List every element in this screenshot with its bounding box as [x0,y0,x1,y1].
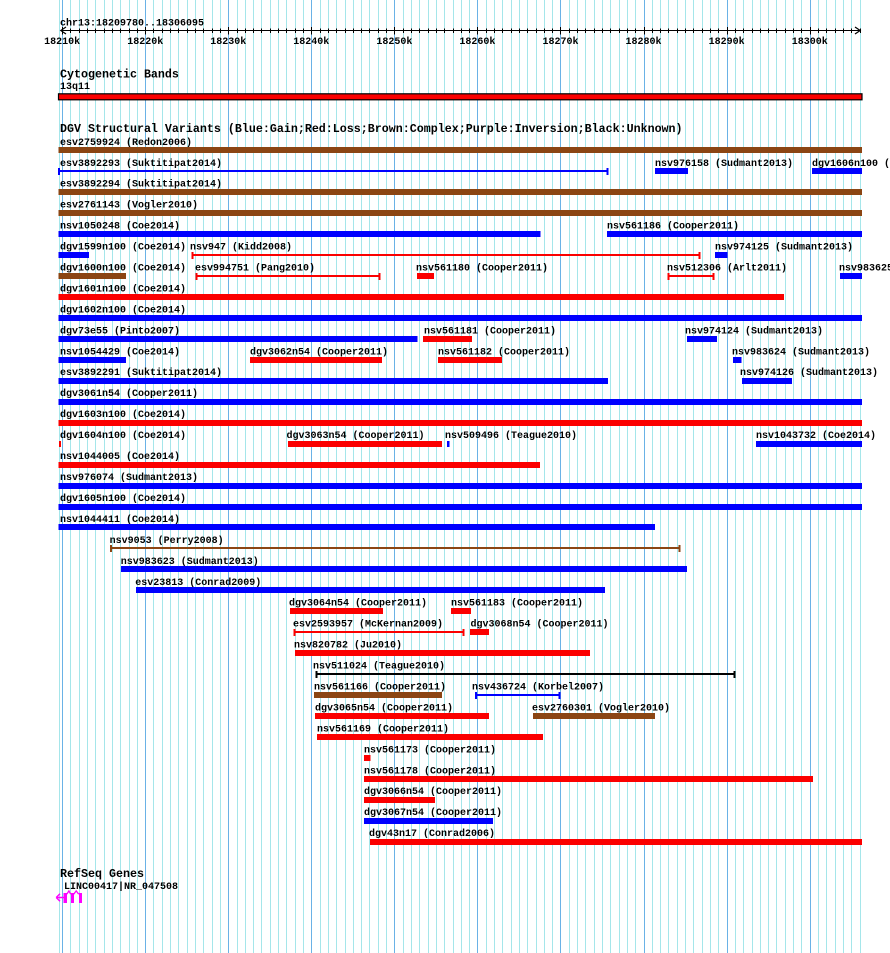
svg-text:esv2593957 (McKernan2009): esv2593957 (McKernan2009) [293,619,443,631]
svg-text:nsv561169 (Cooper2011): nsv561169 (Cooper2011) [317,723,449,735]
svg-text:nsv561186 (Cooper2011): nsv561186 (Cooper2011) [607,221,739,233]
svg-text:nsv561181 (Cooper2011): nsv561181 (Cooper2011) [424,325,556,337]
svg-text:nsv512306 (Arlt2011): nsv512306 (Arlt2011) [667,263,787,275]
svg-text:nsv1043732 (Coe2014): nsv1043732 (Coe2014) [756,430,876,442]
svg-text:18280k: 18280k [625,36,661,48]
svg-text:LINC00417|NR_047508: LINC00417|NR_047508 [64,881,178,893]
svg-text:esv23813 (Conrad2009): esv23813 (Conrad2009) [135,577,261,589]
svg-text:dgv1600n100 (Coe2014): dgv1600n100 (Coe2014) [60,263,186,275]
svg-text:18210k: 18210k [44,36,80,48]
svg-text:nsv983623 (Sudmant2013): nsv983623 (Sudmant2013) [121,556,259,568]
svg-text:dgv1603n100 (Coe2014): dgv1603n100 (Coe2014) [60,409,186,421]
svg-text:nsv561182 (Cooper2011): nsv561182 (Cooper2011) [438,346,570,358]
svg-text:chr13:18209780..18306095: chr13:18209780..18306095 [60,18,204,30]
svg-text:18220k: 18220k [127,36,163,48]
svg-text:esv3892291 (Suktitipat2014): esv3892291 (Suktitipat2014) [60,367,222,379]
svg-text:nsv436724 (Korbel2007): nsv436724 (Korbel2007) [472,682,604,694]
svg-text:nsv561178 (Cooper2011): nsv561178 (Cooper2011) [364,765,496,777]
svg-text:nsv983624 (Sudmant2013): nsv983624 (Sudmant2013) [732,346,870,358]
svg-text:dgv3064n54 (Cooper2011): dgv3064n54 (Cooper2011) [289,598,427,610]
svg-text:18230k: 18230k [210,36,246,48]
svg-text:nsv983625 (Sudmant2013): nsv983625 (Sudmant2013) [839,263,890,275]
svg-text:nsv947 (Kidd2008): nsv947 (Kidd2008) [190,242,292,254]
svg-text:dgv3068n54 (Cooper2011): dgv3068n54 (Cooper2011) [471,619,609,631]
svg-text:esv3892293 (Suktitipat2014): esv3892293 (Suktitipat2014) [60,158,222,170]
svg-text:nsv561180 (Cooper2011): nsv561180 (Cooper2011) [416,263,548,275]
svg-text:nsv511024 (Teague2010): nsv511024 (Teague2010) [313,661,445,673]
svg-text:esv2761143 (Vogler2010): esv2761143 (Vogler2010) [60,200,198,212]
svg-text:dgv1605n100 (Coe2014): dgv1605n100 (Coe2014) [60,493,186,505]
svg-text:18240k: 18240k [293,36,329,48]
svg-text:RefSeq Genes: RefSeq Genes [60,867,144,881]
svg-text:dgv3061n54 (Cooper2011): dgv3061n54 (Cooper2011) [60,388,198,400]
svg-text:dgv1602n100 (Coe2014): dgv1602n100 (Coe2014) [60,304,186,316]
svg-text:18300k: 18300k [792,36,828,48]
svg-text:nsv561173 (Cooper2011): nsv561173 (Cooper2011) [364,744,496,756]
svg-text:nsv974124 (Sudmant2013): nsv974124 (Sudmant2013) [685,325,823,337]
svg-text:nsv974126 (Sudmant2013): nsv974126 (Sudmant2013) [740,367,878,379]
svg-text:18270k: 18270k [542,36,578,48]
svg-text:nsv976074 (Sudmant2013): nsv976074 (Sudmant2013) [60,472,198,484]
svg-text:dgv3062n54 (Cooper2011): dgv3062n54 (Cooper2011) [250,346,388,358]
svg-text:dgv3065n54 (Cooper2011): dgv3065n54 (Cooper2011) [315,703,453,715]
svg-text:nsv1054429 (Coe2014): nsv1054429 (Coe2014) [60,346,180,358]
svg-text:dgv73e55 (Pinto2007): dgv73e55 (Pinto2007) [60,325,180,337]
svg-text:dgv3066n54 (Cooper2011): dgv3066n54 (Cooper2011) [364,786,502,798]
svg-text:18250k: 18250k [376,36,412,48]
svg-text:nsv820782 (Ju2010): nsv820782 (Ju2010) [294,640,402,652]
svg-text:nsv976158 (Sudmant2013): nsv976158 (Sudmant2013) [655,158,793,170]
svg-text:nsv974125 (Sudmant2013): nsv974125 (Sudmant2013) [715,242,853,254]
svg-text:nsv561166 (Cooper2011): nsv561166 (Cooper2011) [314,682,446,694]
svg-text:esv994751 (Pang2010): esv994751 (Pang2010) [195,263,315,275]
svg-text:18290k: 18290k [709,36,745,48]
svg-text:nsv509496 (Teague2010): nsv509496 (Teague2010) [445,430,577,442]
svg-text:esv2760301 (Vogler2010): esv2760301 (Vogler2010) [532,703,670,715]
svg-text:13q11: 13q11 [60,82,90,93]
svg-text:nsv9053 (Perry2008): nsv9053 (Perry2008) [110,535,224,547]
svg-text:dgv3063n54 (Cooper2011): dgv3063n54 (Cooper2011) [287,430,425,442]
svg-text:18260k: 18260k [459,36,495,48]
svg-text:dgv1601n100 (Coe2014): dgv1601n100 (Coe2014) [60,284,186,296]
svg-text:esv3892294 (Suktitipat2014): esv3892294 (Suktitipat2014) [60,179,222,191]
svg-text:dgv1606n100 (Coe2014): dgv1606n100 (Coe2014) [812,158,890,170]
svg-text:DGV Structural Variants (Blue:: DGV Structural Variants (Blue:Gain;Red:L… [60,122,683,136]
svg-text:nsv1044411 (Coe2014): nsv1044411 (Coe2014) [60,514,180,526]
svg-text:nsv1044005 (Coe2014): nsv1044005 (Coe2014) [60,451,180,463]
svg-text:Cytogenetic Bands: Cytogenetic Bands [60,68,179,82]
svg-text:dgv1604n100 (Coe2014): dgv1604n100 (Coe2014) [60,430,186,442]
svg-text:esv2759924 (Redon2006): esv2759924 (Redon2006) [60,137,192,149]
svg-text:nsv561183 (Cooper2011): nsv561183 (Cooper2011) [451,598,583,610]
svg-text:nsv1050248 (Coe2014): nsv1050248 (Coe2014) [60,221,180,233]
svg-text:dgv43n17 (Conrad2006): dgv43n17 (Conrad2006) [369,828,495,840]
svg-text:dgv1599n100 (Coe2014): dgv1599n100 (Coe2014) [60,242,186,254]
svg-text:dgv3067n54 (Cooper2011): dgv3067n54 (Cooper2011) [364,807,502,819]
